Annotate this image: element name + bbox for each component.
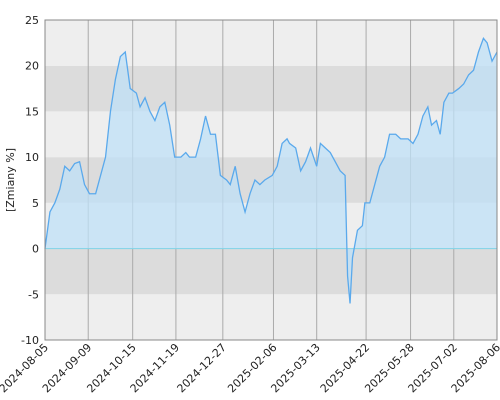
y-tick-label: 20 — [25, 60, 39, 73]
band — [45, 20, 497, 66]
x-tick-label: 2024-12-27 — [175, 341, 229, 395]
band — [45, 248, 497, 295]
y-tick-label: 0 — [32, 243, 39, 256]
plot-border — [44, 19, 498, 341]
line — [44, 36, 498, 304]
y-tick-label: -10 — [21, 334, 39, 347]
y-tick-label: 5 — [32, 197, 39, 210]
area — [45, 38, 497, 304]
band — [45, 294, 497, 340]
y-tick-label: -5 — [28, 288, 39, 301]
y-tick-label: 25 — [25, 14, 39, 27]
y-tick-label: 10 — [25, 151, 39, 164]
y-tick-label: 15 — [25, 105, 39, 118]
y-axis-label: [Zmiany %] — [4, 148, 17, 212]
